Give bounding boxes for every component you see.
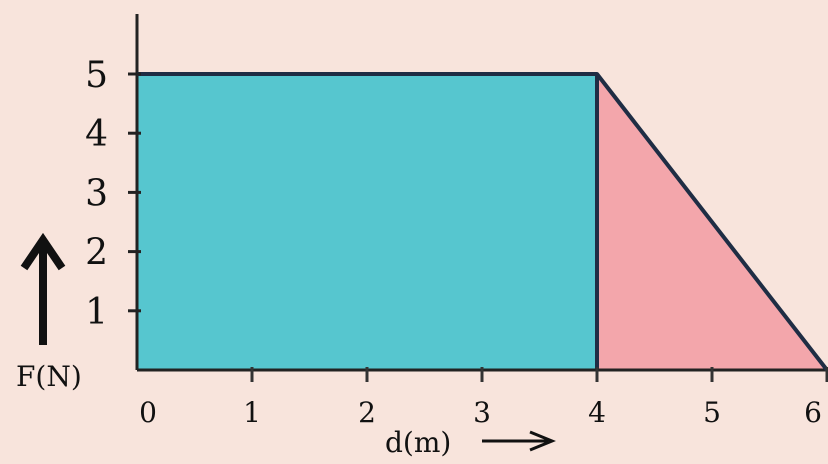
y-axis-label: F(N) — [16, 360, 82, 393]
x-tick-label: 2 — [358, 396, 376, 429]
y-tick-label: 5 — [85, 55, 108, 96]
y-tick-label: 2 — [85, 233, 108, 274]
x-tick-label: 5 — [703, 396, 721, 429]
x-tick-label: 3 — [473, 396, 491, 429]
outline-layer — [137, 72, 828, 372]
x-axis-label: d(m) — [385, 426, 451, 459]
x-direction-arrow-icon — [482, 430, 556, 452]
ticks-layer: 1 2 3 4 5 0 1 2 3 4 5 6 — [85, 55, 828, 429]
x-tick-label: 6 — [804, 396, 822, 429]
x-tick-label: 0 — [139, 396, 157, 429]
y-tick-label: 3 — [85, 173, 108, 214]
y-tick-label: 1 — [85, 292, 108, 333]
force-curve-line — [137, 72, 828, 372]
y-tick-label: 4 — [85, 114, 108, 155]
x-tick-label: 4 — [588, 396, 606, 429]
x-tick-label: 1 — [243, 396, 261, 429]
region-rectangle — [137, 74, 597, 370]
regions-layer — [137, 74, 827, 370]
y-direction-arrow-icon — [20, 232, 66, 345]
